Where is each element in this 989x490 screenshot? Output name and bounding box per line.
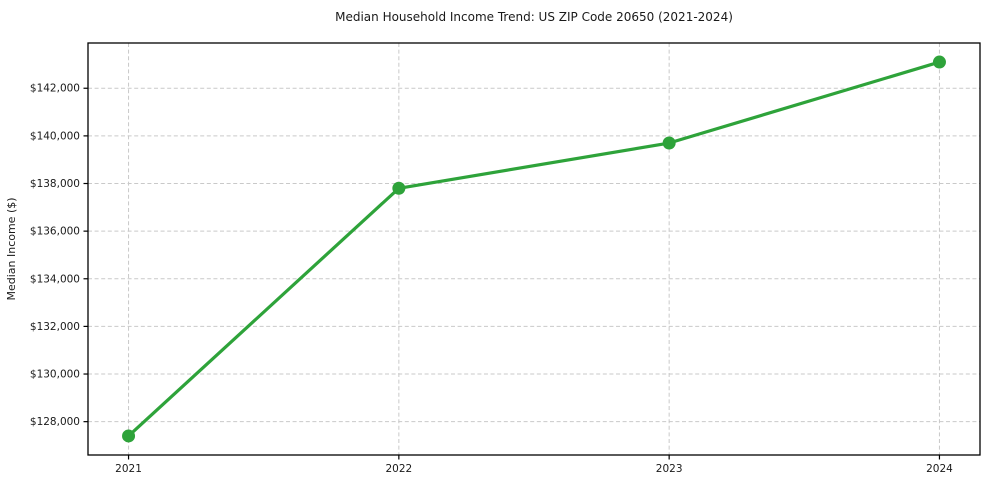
data-point-2021 — [122, 429, 136, 443]
gridlines — [88, 43, 980, 455]
y-tick-label: $136,000 — [30, 226, 80, 238]
y-tick-labels: $128,000 $130,000 $132,000 $134,000 $136,000… — [30, 83, 80, 428]
y-tick-label: $130,000 — [30, 369, 80, 381]
x-tick-label: 2021 — [115, 463, 142, 475]
y-axis-label: Median Income ($) — [5, 197, 18, 300]
income-trend-line — [126, 60, 942, 438]
y-tick-label: $140,000 — [30, 130, 80, 142]
data-point-2023 — [662, 136, 676, 150]
x-tick-label: 2024 — [926, 463, 953, 475]
y-tick-label: $128,000 — [30, 416, 80, 428]
tick-marks — [83, 87, 941, 460]
income-line-series — [122, 55, 946, 443]
chart-title: Median Household Income Trend: US ZIP Co… — [335, 10, 733, 24]
x-tick-label: 2022 — [385, 463, 412, 475]
y-tick-label: $142,000 — [30, 83, 80, 95]
y-tick-label: $134,000 — [30, 273, 80, 285]
data-point-2022 — [392, 181, 406, 195]
data-point-2024 — [932, 55, 946, 69]
y-tick-label: $132,000 — [30, 321, 80, 333]
y-tick-label: $138,000 — [30, 178, 80, 190]
x-tick-label: 2023 — [656, 463, 683, 475]
plot-frame — [87, 42, 981, 456]
x-tick-labels: 2021 2022 2023 2024 — [115, 463, 953, 475]
